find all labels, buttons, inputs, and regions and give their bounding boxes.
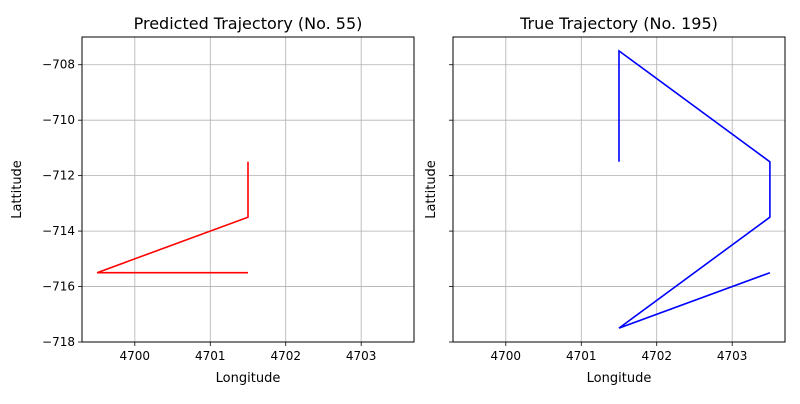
axes-frame: [81, 36, 415, 343]
chart-title: True Trajectory (No. 195): [519, 14, 718, 33]
x-axis-label: Longitude: [216, 371, 281, 386]
chart-title: Predicted Trajectory (No. 55): [134, 14, 363, 33]
y-axis-label: Lattitude: [10, 160, 25, 219]
x-axis-label: Longitude: [587, 371, 652, 386]
y-tick-label: −714: [42, 224, 75, 238]
left-subplot: 4700 4701 4702 4703 −708 −710 −712 −714 −716 −718…: [10, 14, 415, 386]
x-tick-label: 4702: [641, 349, 672, 363]
y-axis-label: Lattitude: [424, 160, 439, 219]
axes-frame: [452, 36, 786, 343]
trajectory-line: [96, 161, 249, 274]
x-tick-label: 4701: [566, 349, 597, 363]
y-tick-label: −716: [42, 280, 75, 294]
y-tick-label: −712: [42, 169, 75, 183]
y-tick-label: −708: [42, 58, 75, 72]
right-subplot: 4700 4701 4702 4703 True Trajectory (No. 195…: [424, 14, 786, 386]
x-tick-label: 4703: [346, 349, 377, 363]
x-tick-label: 4702: [270, 349, 301, 363]
x-tick-label: 4700: [491, 349, 522, 363]
x-tick-label: 4700: [120, 349, 151, 363]
y-tick-label: −718: [42, 335, 75, 349]
trajectory-line: [618, 49, 771, 329]
y-tick-label: −710: [42, 113, 75, 127]
x-tick-label: 4701: [195, 349, 226, 363]
x-tick-label: 4703: [717, 349, 748, 363]
